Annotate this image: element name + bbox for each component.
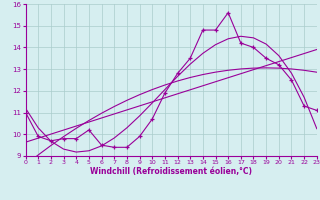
X-axis label: Windchill (Refroidissement éolien,°C): Windchill (Refroidissement éolien,°C) [90,167,252,176]
